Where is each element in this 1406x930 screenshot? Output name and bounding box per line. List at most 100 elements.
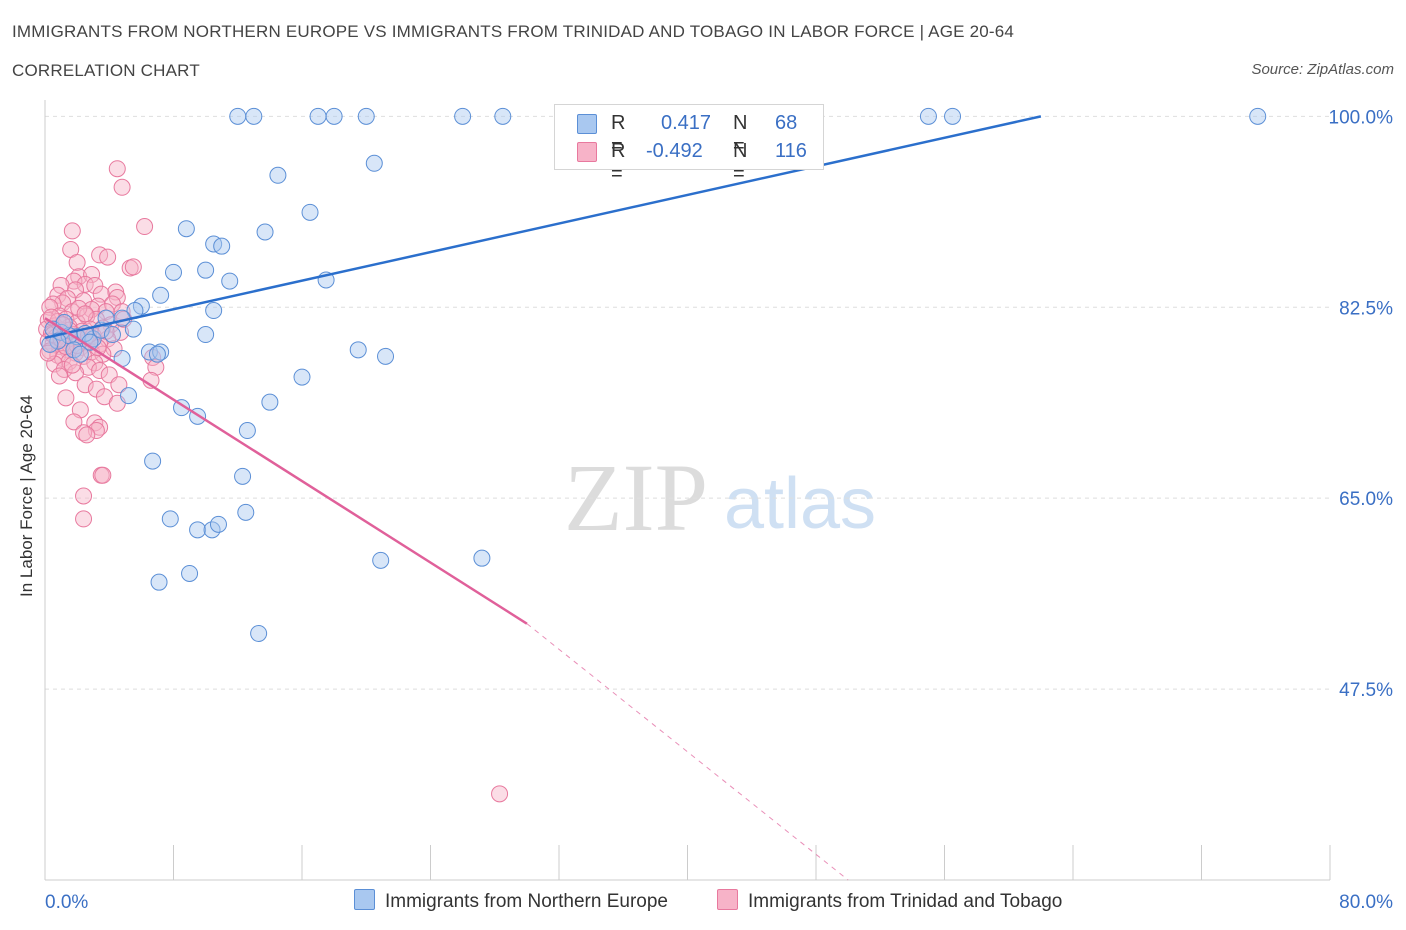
- watermark-zip: ZIP: [564, 444, 708, 551]
- chart-title: IMMIGRANTS FROM NORTHERN EUROPE VS IMMIG…: [12, 22, 1015, 41]
- trend-line-trinidad-extension: [526, 623, 849, 881]
- legend-n-value: 68: [775, 112, 798, 134]
- data-point: [83, 266, 101, 284]
- data-point: [293, 368, 311, 386]
- data-point: [250, 624, 268, 642]
- axes: [44, 100, 1331, 881]
- y-axis-label: In Labor Force | Age 20-64: [17, 395, 36, 597]
- bottom-legend-northern-europe: Immigrants from Northern Europe: [354, 889, 668, 913]
- data-point: [71, 345, 89, 363]
- data-point: [152, 343, 170, 361]
- data-point: [75, 510, 93, 528]
- data-point: [197, 261, 215, 279]
- data-point: [91, 362, 109, 380]
- data-point: [213, 237, 231, 255]
- data-point: [75, 424, 93, 442]
- data-point: [238, 422, 256, 440]
- data-point: [365, 154, 383, 172]
- data-point: [120, 387, 138, 405]
- trend-line-trinidad: [44, 317, 528, 625]
- legend-swatch-pink: [577, 142, 597, 162]
- data-point: [301, 203, 319, 221]
- gridlines: [45, 115, 1330, 690]
- data-point: [103, 326, 121, 344]
- data-point: [189, 521, 207, 539]
- data-point: [181, 564, 199, 582]
- data-point: [309, 107, 327, 125]
- bottom-legend-swatch-pink: [717, 889, 738, 910]
- data-point: [65, 272, 83, 290]
- data-point: [919, 107, 937, 125]
- data-point: [50, 367, 68, 385]
- data-point: [86, 276, 104, 294]
- x-tick-label: 0.0%: [45, 892, 88, 913]
- bottom-legend-swatch-blue: [354, 889, 375, 910]
- data-point: [377, 347, 395, 365]
- data-point: [221, 272, 239, 290]
- data-point: [256, 223, 274, 241]
- data-point: [261, 393, 279, 411]
- data-point: [76, 305, 94, 323]
- data-point: [124, 320, 142, 338]
- series-northern-europe-points: [41, 107, 1267, 642]
- data-point: [454, 107, 472, 125]
- data-point: [87, 422, 105, 440]
- data-point: [494, 107, 512, 125]
- data-point: [41, 335, 59, 353]
- data-point: [1249, 107, 1267, 125]
- data-point: [152, 286, 170, 304]
- data-point: [237, 503, 255, 521]
- data-point: [209, 515, 227, 533]
- data-point: [148, 345, 166, 363]
- legend-swatch-blue: [577, 114, 597, 134]
- data-point: [245, 107, 263, 125]
- legend-r-label: R =: [611, 112, 626, 157]
- data-point: [150, 573, 168, 591]
- data-point: [39, 344, 57, 362]
- legend-n-label: N =: [733, 140, 748, 185]
- data-point: [372, 551, 390, 569]
- data-point: [144, 452, 162, 470]
- series-trinidad-points: [38, 160, 509, 803]
- data-point: [68, 254, 86, 272]
- y-tick-labels: 100.0% 82.5% 65.0% 47.5%: [1329, 107, 1394, 701]
- legend-n-label: N =: [733, 112, 748, 157]
- watermark-atlas: atlas: [724, 464, 876, 544]
- legend-r-value: 0.417: [661, 112, 712, 134]
- y-tick-label: 82.5%: [1339, 298, 1393, 319]
- source-label: Source: ZipAtlas.com: [1251, 61, 1394, 78]
- watermark: ZIP atlas: [564, 444, 876, 551]
- legend-r-label: R =: [611, 140, 626, 185]
- data-point: [113, 178, 131, 196]
- data-point: [136, 218, 154, 236]
- data-point: [78, 426, 96, 444]
- data-point: [110, 376, 128, 394]
- data-point: [94, 466, 112, 484]
- data-point: [325, 107, 343, 125]
- bottom-legend-label: Immigrants from Trinidad and Tobago: [748, 891, 1063, 912]
- data-point: [57, 389, 75, 407]
- data-point: [65, 413, 83, 431]
- bottom-legend-trinidad: Immigrants from Trinidad and Tobago: [717, 889, 1062, 913]
- data-point: [229, 107, 247, 125]
- data-point: [197, 326, 215, 344]
- chart-subtitle: CORRELATION CHART: [12, 61, 200, 80]
- data-point: [76, 376, 94, 394]
- data-point: [177, 220, 195, 238]
- x-tick-labels: 0.0% 80.0%: [45, 892, 1393, 913]
- data-point: [491, 785, 509, 803]
- data-point: [63, 222, 81, 240]
- x-tick-label: 80.0%: [1339, 892, 1393, 913]
- data-point: [473, 549, 491, 567]
- y-tick-label: 47.5%: [1339, 680, 1393, 701]
- data-point: [99, 248, 117, 266]
- correlation-legend: R = 0.417 N = 68 R = -0.492 N = 116: [554, 104, 824, 185]
- data-point: [161, 510, 179, 528]
- data-point: [234, 467, 252, 485]
- data-point: [165, 263, 182, 281]
- data-point: [124, 258, 142, 276]
- data-point: [269, 166, 287, 184]
- trend-line-northern-europe: [44, 115, 1042, 340]
- y-tick-label: 100.0%: [1329, 107, 1394, 128]
- trend-lines: [44, 115, 1042, 881]
